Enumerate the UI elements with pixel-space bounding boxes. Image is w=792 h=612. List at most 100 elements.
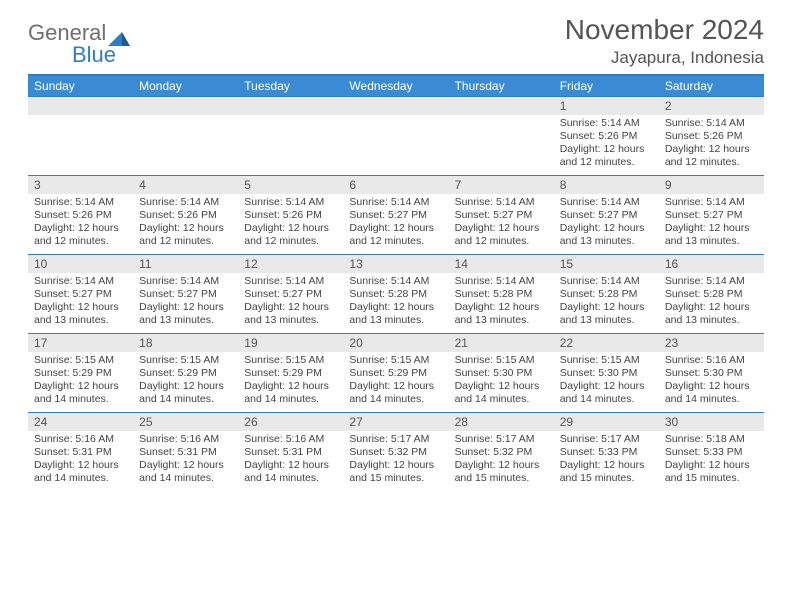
day-number: 20 bbox=[343, 334, 448, 352]
weeks-container: 1Sunrise: 5:14 AMSunset: 5:26 PMDaylight… bbox=[28, 96, 764, 491]
dow-sunday: Sunday bbox=[28, 76, 133, 96]
day-body: Sunrise: 5:17 AMSunset: 5:33 PMDaylight:… bbox=[554, 431, 659, 491]
title-block: November 2024 Jayapura, Indonesia bbox=[565, 14, 764, 68]
day-cell: 13Sunrise: 5:14 AMSunset: 5:28 PMDayligh… bbox=[343, 255, 448, 333]
day-cell: 12Sunrise: 5:14 AMSunset: 5:27 PMDayligh… bbox=[238, 255, 343, 333]
day-cell: 25Sunrise: 5:16 AMSunset: 5:31 PMDayligh… bbox=[133, 413, 238, 491]
day-number: 1 bbox=[554, 97, 659, 115]
day-cell: 30Sunrise: 5:18 AMSunset: 5:33 PMDayligh… bbox=[659, 413, 764, 491]
week-row: 24Sunrise: 5:16 AMSunset: 5:31 PMDayligh… bbox=[28, 412, 764, 491]
day-number: 6 bbox=[343, 176, 448, 194]
day-cell: 8Sunrise: 5:14 AMSunset: 5:27 PMDaylight… bbox=[554, 176, 659, 254]
week-row: 3Sunrise: 5:14 AMSunset: 5:26 PMDaylight… bbox=[28, 175, 764, 254]
day-body: Sunrise: 5:14 AMSunset: 5:26 PMDaylight:… bbox=[133, 194, 238, 254]
day-body: Sunrise: 5:14 AMSunset: 5:26 PMDaylight:… bbox=[554, 115, 659, 175]
day-body: Sunrise: 5:15 AMSunset: 5:30 PMDaylight:… bbox=[554, 352, 659, 412]
day-number: 7 bbox=[449, 176, 554, 194]
day-cell: 23Sunrise: 5:16 AMSunset: 5:30 PMDayligh… bbox=[659, 334, 764, 412]
day-number: 14 bbox=[449, 255, 554, 273]
day-number: 25 bbox=[133, 413, 238, 431]
day-body: Sunrise: 5:14 AMSunset: 5:27 PMDaylight:… bbox=[28, 273, 133, 333]
day-body bbox=[449, 115, 554, 128]
day-body: Sunrise: 5:14 AMSunset: 5:28 PMDaylight:… bbox=[659, 273, 764, 333]
day-body: Sunrise: 5:16 AMSunset: 5:31 PMDaylight:… bbox=[133, 431, 238, 491]
day-cell: 15Sunrise: 5:14 AMSunset: 5:28 PMDayligh… bbox=[554, 255, 659, 333]
days-of-week-row: SundayMondayTuesdayWednesdayThursdayFrid… bbox=[28, 76, 764, 96]
logo-word-blue: Blue bbox=[72, 42, 130, 68]
empty-cell bbox=[28, 97, 133, 175]
day-body: Sunrise: 5:14 AMSunset: 5:27 PMDaylight:… bbox=[343, 194, 448, 254]
day-body: Sunrise: 5:14 AMSunset: 5:27 PMDaylight:… bbox=[133, 273, 238, 333]
day-number: 23 bbox=[659, 334, 764, 352]
day-number: 17 bbox=[28, 334, 133, 352]
day-cell: 22Sunrise: 5:15 AMSunset: 5:30 PMDayligh… bbox=[554, 334, 659, 412]
day-number bbox=[28, 97, 133, 115]
day-body: Sunrise: 5:14 AMSunset: 5:28 PMDaylight:… bbox=[343, 273, 448, 333]
day-cell: 11Sunrise: 5:14 AMSunset: 5:27 PMDayligh… bbox=[133, 255, 238, 333]
calendar-page: GeneralBlue November 2024 Jayapura, Indo… bbox=[0, 0, 792, 511]
calendar-grid: SundayMondayTuesdayWednesdayThursdayFrid… bbox=[28, 74, 764, 491]
empty-cell bbox=[449, 97, 554, 175]
month-title: November 2024 bbox=[565, 14, 764, 46]
day-body: Sunrise: 5:15 AMSunset: 5:29 PMDaylight:… bbox=[133, 352, 238, 412]
day-number: 9 bbox=[659, 176, 764, 194]
day-body: Sunrise: 5:15 AMSunset: 5:30 PMDaylight:… bbox=[449, 352, 554, 412]
day-body bbox=[343, 115, 448, 128]
week-row: 17Sunrise: 5:15 AMSunset: 5:29 PMDayligh… bbox=[28, 333, 764, 412]
day-cell: 4Sunrise: 5:14 AMSunset: 5:26 PMDaylight… bbox=[133, 176, 238, 254]
day-body: Sunrise: 5:18 AMSunset: 5:33 PMDaylight:… bbox=[659, 431, 764, 491]
day-number: 19 bbox=[238, 334, 343, 352]
day-cell: 29Sunrise: 5:17 AMSunset: 5:33 PMDayligh… bbox=[554, 413, 659, 491]
day-body: Sunrise: 5:16 AMSunset: 5:30 PMDaylight:… bbox=[659, 352, 764, 412]
dow-tuesday: Tuesday bbox=[238, 76, 343, 96]
empty-cell bbox=[343, 97, 448, 175]
day-number: 11 bbox=[133, 255, 238, 273]
day-body: Sunrise: 5:14 AMSunset: 5:26 PMDaylight:… bbox=[28, 194, 133, 254]
day-cell: 9Sunrise: 5:14 AMSunset: 5:27 PMDaylight… bbox=[659, 176, 764, 254]
day-cell: 24Sunrise: 5:16 AMSunset: 5:31 PMDayligh… bbox=[28, 413, 133, 491]
day-body: Sunrise: 5:14 AMSunset: 5:28 PMDaylight:… bbox=[449, 273, 554, 333]
day-cell: 27Sunrise: 5:17 AMSunset: 5:32 PMDayligh… bbox=[343, 413, 448, 491]
day-body: Sunrise: 5:14 AMSunset: 5:27 PMDaylight:… bbox=[659, 194, 764, 254]
week-row: 10Sunrise: 5:14 AMSunset: 5:27 PMDayligh… bbox=[28, 254, 764, 333]
day-cell: 28Sunrise: 5:17 AMSunset: 5:32 PMDayligh… bbox=[449, 413, 554, 491]
day-number: 3 bbox=[28, 176, 133, 194]
day-number: 22 bbox=[554, 334, 659, 352]
day-cell: 6Sunrise: 5:14 AMSunset: 5:27 PMDaylight… bbox=[343, 176, 448, 254]
day-number: 8 bbox=[554, 176, 659, 194]
day-number: 16 bbox=[659, 255, 764, 273]
day-body: Sunrise: 5:14 AMSunset: 5:26 PMDaylight:… bbox=[238, 194, 343, 254]
day-number: 12 bbox=[238, 255, 343, 273]
day-body bbox=[238, 115, 343, 128]
empty-cell bbox=[238, 97, 343, 175]
logo: GeneralBlue bbox=[28, 20, 130, 68]
day-body: Sunrise: 5:15 AMSunset: 5:29 PMDaylight:… bbox=[238, 352, 343, 412]
day-cell: 18Sunrise: 5:15 AMSunset: 5:29 PMDayligh… bbox=[133, 334, 238, 412]
day-body bbox=[28, 115, 133, 128]
day-body bbox=[133, 115, 238, 128]
day-body: Sunrise: 5:17 AMSunset: 5:32 PMDaylight:… bbox=[343, 431, 448, 491]
day-cell: 16Sunrise: 5:14 AMSunset: 5:28 PMDayligh… bbox=[659, 255, 764, 333]
dow-saturday: Saturday bbox=[659, 76, 764, 96]
day-number: 27 bbox=[343, 413, 448, 431]
day-number: 30 bbox=[659, 413, 764, 431]
day-body: Sunrise: 5:14 AMSunset: 5:27 PMDaylight:… bbox=[449, 194, 554, 254]
day-number: 21 bbox=[449, 334, 554, 352]
day-cell: 26Sunrise: 5:16 AMSunset: 5:31 PMDayligh… bbox=[238, 413, 343, 491]
day-body: Sunrise: 5:14 AMSunset: 5:27 PMDaylight:… bbox=[554, 194, 659, 254]
day-cell: 20Sunrise: 5:15 AMSunset: 5:29 PMDayligh… bbox=[343, 334, 448, 412]
day-body: Sunrise: 5:14 AMSunset: 5:27 PMDaylight:… bbox=[238, 273, 343, 333]
day-number: 26 bbox=[238, 413, 343, 431]
week-row: 1Sunrise: 5:14 AMSunset: 5:26 PMDaylight… bbox=[28, 96, 764, 175]
day-number: 13 bbox=[343, 255, 448, 273]
day-body: Sunrise: 5:14 AMSunset: 5:28 PMDaylight:… bbox=[554, 273, 659, 333]
day-cell: 1Sunrise: 5:14 AMSunset: 5:26 PMDaylight… bbox=[554, 97, 659, 175]
day-number: 29 bbox=[554, 413, 659, 431]
day-number: 10 bbox=[28, 255, 133, 273]
dow-monday: Monday bbox=[133, 76, 238, 96]
day-cell: 17Sunrise: 5:15 AMSunset: 5:29 PMDayligh… bbox=[28, 334, 133, 412]
day-cell: 19Sunrise: 5:15 AMSunset: 5:29 PMDayligh… bbox=[238, 334, 343, 412]
day-number bbox=[449, 97, 554, 115]
day-number: 24 bbox=[28, 413, 133, 431]
day-number: 4 bbox=[133, 176, 238, 194]
